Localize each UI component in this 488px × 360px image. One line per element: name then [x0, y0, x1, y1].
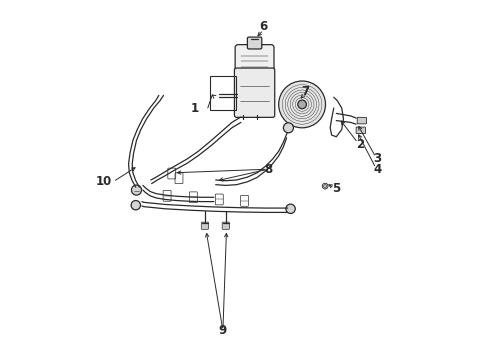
Text: 4: 4	[373, 163, 381, 176]
Circle shape	[322, 183, 327, 189]
FancyBboxPatch shape	[222, 222, 229, 229]
Text: 7: 7	[301, 85, 309, 98]
Circle shape	[131, 201, 140, 210]
FancyBboxPatch shape	[355, 127, 365, 134]
FancyBboxPatch shape	[235, 45, 273, 75]
Circle shape	[278, 81, 325, 128]
Text: 2: 2	[355, 138, 363, 150]
Text: 9: 9	[218, 324, 226, 337]
Circle shape	[283, 123, 293, 133]
Circle shape	[297, 100, 306, 109]
Text: 5: 5	[331, 183, 340, 195]
Circle shape	[285, 204, 295, 213]
Text: 3: 3	[373, 152, 381, 165]
FancyBboxPatch shape	[247, 37, 261, 49]
FancyBboxPatch shape	[356, 117, 366, 124]
Text: 6: 6	[259, 21, 267, 33]
Text: 8: 8	[263, 163, 271, 176]
Circle shape	[131, 185, 141, 195]
Text: 10: 10	[96, 175, 112, 188]
Text: 1: 1	[190, 102, 199, 114]
FancyBboxPatch shape	[201, 222, 208, 229]
FancyBboxPatch shape	[234, 68, 274, 117]
